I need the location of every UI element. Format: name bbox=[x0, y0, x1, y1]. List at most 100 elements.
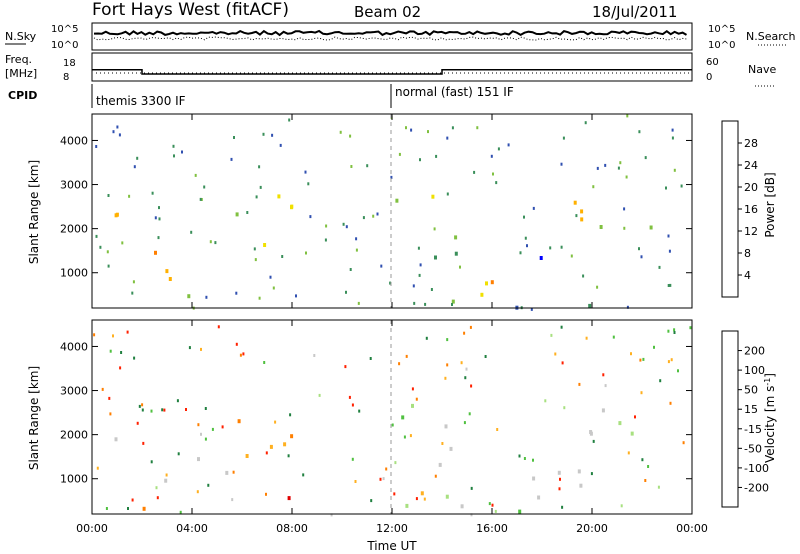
echo-speckle bbox=[271, 133, 274, 137]
velocity-colorbar-label-main: Velocity [m s bbox=[763, 386, 777, 463]
colorbar-tick-label: -50 bbox=[744, 442, 762, 455]
echo-speckle bbox=[604, 163, 607, 167]
echo-speckle bbox=[357, 301, 360, 305]
echo-speckle bbox=[197, 423, 200, 427]
echo-cell bbox=[589, 431, 593, 436]
echo-cell bbox=[164, 478, 168, 483]
echo-speckle bbox=[369, 357, 372, 360]
echo-cell bbox=[283, 442, 287, 447]
nsky-tick-high: 10^5 bbox=[51, 24, 78, 35]
nave-tick-low: 0 bbox=[706, 72, 712, 83]
echo-speckle bbox=[307, 182, 310, 186]
echo-speckle bbox=[549, 246, 552, 250]
echo-speckle bbox=[667, 360, 670, 364]
echo-speckle bbox=[596, 166, 599, 170]
velocity-colorbar-label-sup: -1 bbox=[763, 378, 772, 386]
cpid-segment-1: themis 3300 IF bbox=[96, 94, 186, 108]
y-tick-label: 1000 bbox=[60, 267, 88, 280]
colorbar-tick-label: 24 bbox=[744, 159, 758, 172]
echo-cell bbox=[290, 434, 294, 439]
x-tick-label: 20:00 bbox=[576, 522, 608, 535]
x-tick-label: 00:00 bbox=[676, 522, 708, 535]
echo-speckle bbox=[190, 230, 193, 234]
echo-speckle bbox=[653, 345, 655, 349]
echo-speckle bbox=[131, 291, 134, 295]
echo-cell bbox=[573, 200, 577, 205]
echo-speckle bbox=[109, 349, 112, 353]
echo-speckle bbox=[95, 234, 98, 238]
echo-speckle bbox=[626, 305, 629, 309]
y-tick-label: 4000 bbox=[60, 340, 88, 353]
power-colorbar-label: Power [dB] bbox=[763, 172, 777, 237]
velocity-colorbar-label-end: ] bbox=[763, 373, 777, 378]
velocity-colorbar: 200 100 50 15 -15 -50 -100 -200 bbox=[721, 330, 769, 508]
echo-speckle bbox=[235, 342, 238, 346]
echo-speckle bbox=[391, 423, 394, 427]
echo-speckle bbox=[158, 217, 161, 221]
echo-cell bbox=[454, 235, 458, 240]
echo-speckle bbox=[460, 361, 463, 365]
echo-speckle bbox=[444, 376, 447, 380]
echo-cell bbox=[580, 217, 584, 222]
echo-speckle bbox=[177, 452, 180, 456]
echo-speckle bbox=[623, 207, 626, 211]
echo-speckle bbox=[108, 396, 111, 400]
echo-speckle bbox=[470, 486, 473, 490]
echo-speckle bbox=[349, 268, 352, 271]
colorbar-frame bbox=[721, 330, 739, 508]
echo-speckle bbox=[142, 441, 145, 445]
colorbar-tick-label: 28 bbox=[744, 137, 758, 150]
y-tick-label: 4000 bbox=[60, 134, 88, 147]
echo-speckle bbox=[350, 165, 353, 168]
y-tick-label: 3000 bbox=[60, 385, 88, 398]
echo-speckle bbox=[411, 387, 414, 391]
cpid-row: CPID themis 3300 IF normal (fast) 151 IF bbox=[8, 84, 514, 108]
echo-speckle bbox=[348, 395, 351, 399]
echo-speckle bbox=[265, 492, 267, 496]
echo-speckle bbox=[344, 365, 347, 369]
echo-speckle bbox=[620, 504, 623, 508]
echo-cell bbox=[187, 294, 191, 299]
echo-cell bbox=[580, 209, 584, 214]
echo-speckle bbox=[473, 170, 476, 174]
echo-speckle bbox=[668, 249, 671, 253]
echo-speckle bbox=[96, 466, 99, 470]
echo-speckle bbox=[274, 420, 277, 424]
echo-speckle bbox=[669, 401, 672, 405]
echo-speckle bbox=[446, 363, 449, 367]
echo-speckle bbox=[181, 150, 183, 154]
echo-cell bbox=[237, 419, 241, 424]
echo-speckle bbox=[570, 254, 573, 258]
power-ylabel: Slant Range [km] bbox=[27, 160, 41, 264]
echo-cell bbox=[445, 494, 449, 499]
echo-speckle bbox=[585, 336, 588, 340]
echo-speckle bbox=[419, 263, 422, 267]
freq-series bbox=[92, 69, 692, 75]
echo-speckle bbox=[246, 211, 249, 214]
echo-cell bbox=[165, 269, 169, 274]
echo-speckle bbox=[235, 291, 238, 295]
echo-speckle bbox=[560, 162, 563, 166]
echo-speckle bbox=[154, 216, 157, 220]
echo-speckle bbox=[172, 144, 175, 148]
echo-cell bbox=[630, 431, 634, 436]
power-colorbar: 28 24 20 16 12 8 4 bbox=[721, 120, 758, 298]
echo-speckle bbox=[468, 412, 471, 416]
echo-speckle bbox=[523, 215, 525, 219]
echo-cell bbox=[649, 225, 653, 230]
echo-cell bbox=[114, 437, 118, 442]
echo-speckle bbox=[355, 237, 358, 241]
echo-speckle bbox=[262, 132, 265, 136]
echo-speckle bbox=[254, 258, 257, 262]
nsearch-tick-low: 10^0 bbox=[708, 40, 735, 51]
echo-speckle bbox=[370, 499, 373, 503]
nsky-series bbox=[93, 29, 688, 37]
echo-speckle bbox=[623, 226, 626, 230]
echo-speckle bbox=[211, 427, 214, 431]
echo-speckle bbox=[231, 498, 234, 502]
velocity-ylabel: Slant Range [km] bbox=[27, 366, 41, 470]
velocity-echoes bbox=[93, 325, 692, 517]
echo-speckle bbox=[112, 130, 115, 134]
echo-speckle bbox=[200, 347, 202, 351]
